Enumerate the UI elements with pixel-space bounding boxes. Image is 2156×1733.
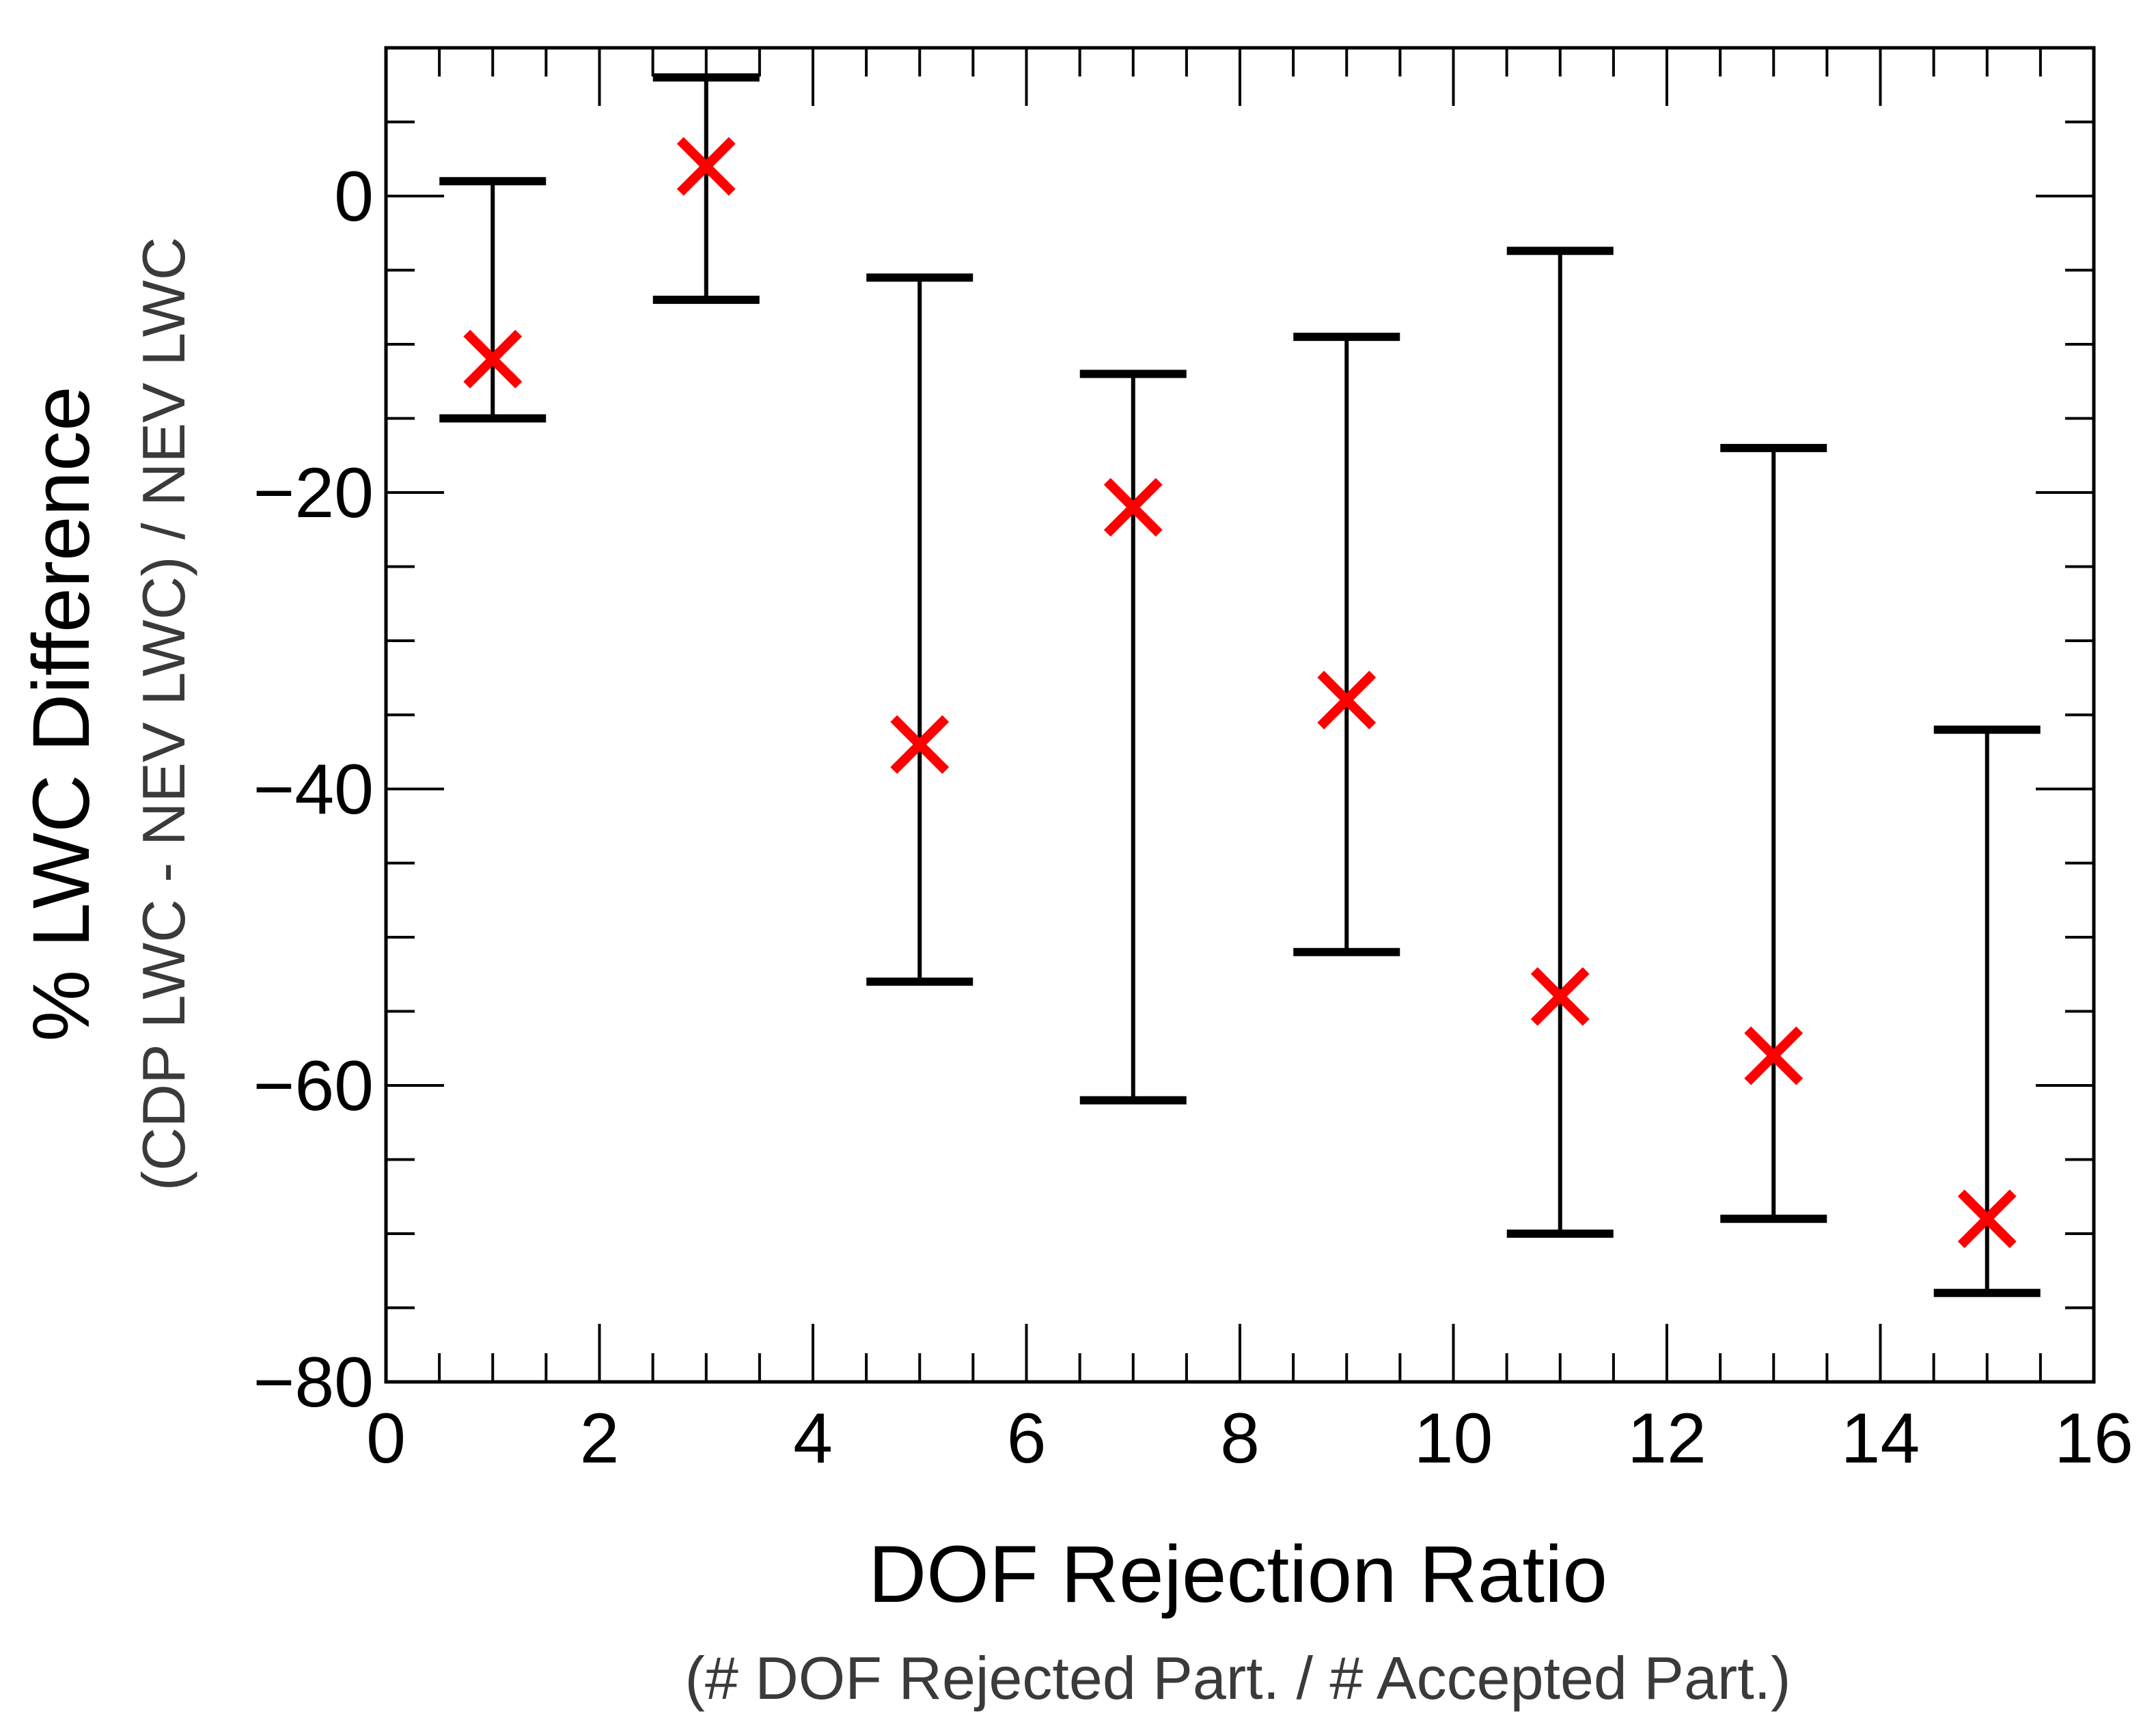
y-axis-title: % LWC Difference [16, 386, 107, 1042]
marker-stroke [1530, 967, 1590, 1026]
error-bar [1293, 333, 1400, 956]
data-point-marker [890, 715, 950, 774]
marker-stroke [676, 137, 736, 196]
error-bar [439, 177, 547, 423]
x-tick-label: 4 [793, 1399, 833, 1478]
data-point-marker [1103, 477, 1163, 537]
x-tick-label: 12 [1627, 1399, 1706, 1478]
error-bar [1079, 370, 1187, 1105]
marker-stroke [1103, 477, 1163, 537]
y-tick-label: −20 [253, 454, 374, 533]
x-tick-label: 10 [1414, 1399, 1493, 1478]
x-tick-labels: 0 2 4 6 8 10 12 14 16 [366, 1399, 2133, 1478]
x-tick-label: 2 [580, 1399, 620, 1478]
data-point-marker [1530, 967, 1590, 1026]
error-bars [439, 73, 2041, 1297]
marker-stroke [463, 329, 523, 389]
x-tick-label: 6 [1007, 1399, 1047, 1478]
data-point-marker [1957, 1189, 2017, 1249]
y-tick-label: −80 [253, 1343, 374, 1422]
data-point-marker [676, 137, 736, 196]
y-tick-label: 0 [334, 157, 374, 236]
error-bar [652, 73, 760, 304]
axis-ticks [385, 46, 2095, 1383]
data-point-marker [1317, 670, 1377, 730]
y-tick-label: −60 [253, 1046, 374, 1126]
marker-stroke [1744, 1026, 1803, 1085]
y-tick-labels: −80 −60 −40 −20 0 [253, 157, 374, 1422]
error-bar [1933, 725, 2041, 1297]
x-tick-label: 16 [2054, 1399, 2133, 1478]
marker-stroke [1957, 1189, 2017, 1249]
marker-stroke [1317, 670, 1377, 730]
plot-frame [384, 46, 2096, 1384]
data-point-marker [1744, 1026, 1803, 1085]
x-tick-label: 14 [1841, 1399, 1920, 1478]
x-tick-label: 8 [1220, 1399, 1260, 1478]
y-axis-subtitle: (CDP LWC - NEV LWC) / NEV LWC [130, 237, 197, 1191]
data-markers [463, 137, 2017, 1249]
marker-stroke [890, 715, 950, 774]
y-tick-label: −40 [253, 750, 374, 829]
error-bar [1506, 247, 1614, 1238]
x-axis-title: DOF Rejection Ratio [868, 1529, 1607, 1620]
data-point-marker [463, 329, 523, 389]
x-axis-subtitle: (# DOF Rejected Part. / # Accepted Part.… [685, 1644, 1791, 1712]
error-bar [866, 273, 973, 986]
error-bar [1720, 443, 1827, 1223]
x-tick-label: 0 [366, 1399, 406, 1478]
